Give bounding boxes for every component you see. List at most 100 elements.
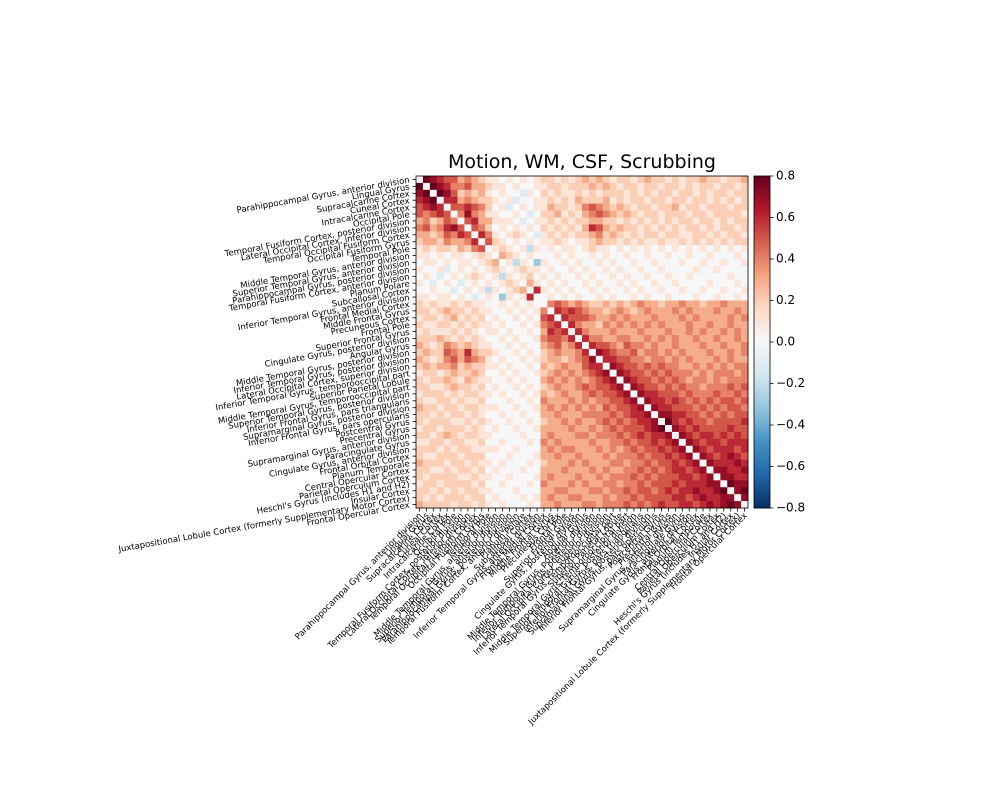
heatmap-cell: [512, 321, 521, 329]
heatmap-cell: [492, 487, 500, 495]
colorbar-swatch: [754, 406, 770, 409]
heatmap-cell: [644, 259, 652, 267]
heatmap-cell: [609, 189, 617, 198]
heatmap-cell: [602, 300, 610, 308]
heatmap-cell: [443, 404, 451, 412]
heatmap-cell: [699, 189, 707, 198]
heatmap-cell: [547, 265, 555, 274]
heatmap-cell: [492, 286, 500, 294]
heatmap-cell: [443, 369, 451, 377]
heatmap-cell: [457, 196, 465, 204]
heatmap-cell: [519, 418, 527, 426]
heatmap-cell: [464, 328, 472, 336]
heatmap-cell: [706, 473, 714, 481]
heatmap-cell: [450, 404, 458, 412]
heatmap-cell: [630, 466, 638, 474]
heatmap-cell: [499, 321, 507, 329]
heatmap-cell: [588, 418, 597, 426]
heatmap-cell: [637, 300, 645, 308]
heatmap-cell: [464, 473, 472, 481]
heatmap-cell: [685, 189, 693, 198]
heatmap-cell: [616, 480, 624, 488]
heatmap-cell: [727, 404, 735, 412]
heatmap-cell: [519, 494, 527, 502]
heatmap-cell: [519, 466, 527, 474]
heatmap-cell: [706, 355, 714, 364]
heatmap-cell: [616, 473, 624, 481]
heatmap-cell: [609, 383, 617, 391]
colorbar-swatch: [754, 259, 770, 262]
heatmap-cell: [554, 245, 562, 253]
heatmap-cell: [741, 238, 749, 246]
heatmap-cell: [658, 238, 666, 246]
heatmap-cell: [443, 238, 451, 246]
heatmap-cell: [609, 217, 617, 225]
heatmap-cell: [464, 404, 472, 412]
heatmap-cell: [692, 397, 700, 405]
heatmap-cell: [464, 466, 472, 474]
heatmap-cell: [526, 238, 534, 246]
heatmap-cell: [637, 480, 645, 488]
heatmap-cell: [630, 238, 638, 246]
heatmap-cell: [471, 383, 479, 391]
heatmap-cell: [492, 452, 500, 460]
heatmap-cell: [443, 494, 451, 502]
heatmap-cell: [512, 217, 521, 225]
heatmap-cell: [595, 404, 604, 412]
heatmap-cell: [526, 224, 534, 232]
colorbar-swatch: [754, 331, 770, 335]
heatmap-cell: [505, 362, 514, 370]
heatmap-cell: [464, 300, 472, 308]
heatmap-cell: [602, 259, 610, 267]
heatmap-cell: [644, 189, 652, 198]
heatmap-cell: [575, 286, 583, 294]
heatmap-cell: [471, 245, 479, 253]
heatmap-cell: [658, 314, 666, 322]
heatmap-cell: [609, 362, 617, 370]
heatmap-cell: [499, 265, 507, 274]
heatmap-cell: [741, 494, 749, 502]
heatmap-cell: [471, 425, 479, 433]
heatmap-cell: [561, 473, 569, 481]
colorbar-swatch: [754, 321, 770, 324]
heatmap-cell: [492, 362, 500, 370]
heatmap-cell: [588, 279, 597, 287]
heatmap-cell: [671, 189, 680, 198]
heatmap-cell: [505, 397, 514, 405]
heatmap-cell: [720, 487, 728, 495]
heatmap-cell: [492, 431, 500, 440]
heatmap-cell: [665, 238, 673, 246]
heatmap-cell: [526, 445, 534, 453]
heatmap-cell: [526, 425, 534, 433]
heatmap-cell: [685, 418, 693, 426]
heatmap-cell: [519, 217, 527, 225]
heatmap-cell: [720, 418, 728, 426]
colorbar-swatch: [754, 474, 770, 478]
heatmap-cell: [478, 438, 486, 447]
heatmap-cell: [665, 425, 673, 433]
heatmap-cell: [582, 293, 590, 301]
heatmap-cell: [471, 445, 479, 453]
heatmap-cell: [609, 335, 617, 343]
heatmap-cell: [519, 445, 527, 453]
heatmap-cell: [671, 466, 680, 474]
heatmap-cell: [505, 355, 514, 364]
heatmap-cell: [713, 369, 721, 377]
heatmap-cell: [658, 279, 666, 287]
heatmap-cell: [561, 445, 569, 453]
heatmap-cell: [588, 438, 597, 447]
heatmap-cell: [609, 238, 617, 246]
heatmap-cell: [616, 231, 624, 239]
heatmap-cell: [734, 383, 742, 391]
heatmap-cell: [568, 189, 576, 198]
heatmap-cell: [471, 321, 479, 329]
heatmap-cell: [602, 473, 610, 481]
heatmap-cell: [651, 265, 659, 274]
heatmap-cell: [526, 501, 534, 509]
heatmap-cell: [685, 314, 693, 322]
heatmap-cell: [637, 176, 645, 184]
heatmap-cell: [505, 487, 514, 495]
heatmap-cell: [457, 348, 465, 357]
heatmap-cell: [547, 259, 555, 267]
heatmap-cell: [443, 279, 451, 287]
